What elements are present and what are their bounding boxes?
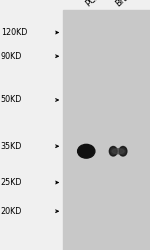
Text: 20KD: 20KD [1, 207, 22, 216]
Ellipse shape [119, 146, 127, 156]
Text: 25KD: 25KD [1, 178, 22, 187]
Text: 35KD: 35KD [1, 142, 22, 151]
Text: PC3: PC3 [83, 0, 102, 9]
Ellipse shape [112, 149, 124, 154]
Text: 50KD: 50KD [1, 96, 22, 104]
Bar [63, 10, 150, 250]
Text: Brain: Brain [113, 0, 136, 9]
Ellipse shape [109, 146, 117, 156]
Ellipse shape [78, 144, 95, 158]
Text: 90KD: 90KD [1, 52, 22, 61]
Text: 120KD: 120KD [1, 28, 27, 37]
